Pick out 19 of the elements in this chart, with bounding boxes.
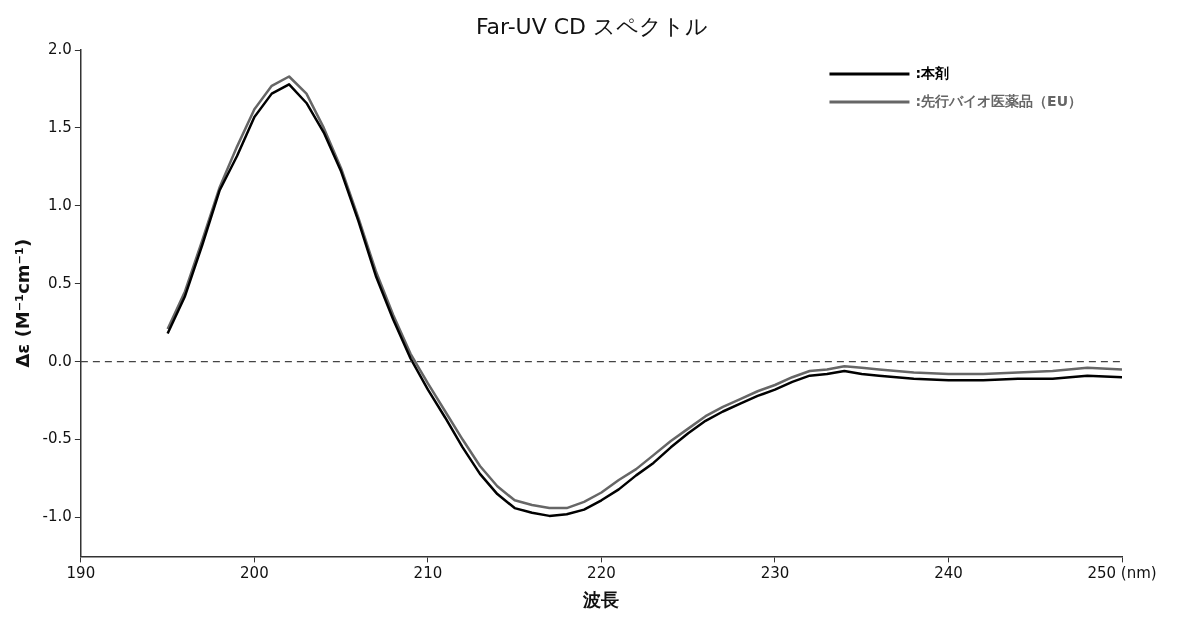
x-tick-label: 240: [934, 564, 963, 583]
x-tick-label: 230: [760, 564, 790, 583]
x-tick-label: 200: [240, 564, 269, 583]
x-tick-label: 190: [66, 564, 96, 583]
chart-title: Far-UV CD スペクトル: [475, 14, 709, 39]
y-tick-label: 2.0: [48, 39, 72, 58]
y-tick-label: -1.0: [42, 507, 72, 526]
y-tick-label: 1.5: [48, 117, 72, 136]
text: :本剤: [915, 64, 950, 81]
y-tick-label: -0.5: [42, 429, 72, 448]
x-tick-label: 220: [587, 564, 616, 583]
text: :先行バイオ医薬品（EU）: [915, 92, 1082, 109]
x-axis-title: 波長: [582, 588, 620, 610]
x-tick-label: 250 (nm): [1087, 564, 1157, 583]
y-tick-label: 1.0: [48, 195, 72, 214]
y-axis-title: Δε (M⁻¹cm⁻¹): [12, 238, 34, 368]
x-tick-label: 210: [413, 564, 443, 583]
y-tick-label: 0.5: [48, 273, 72, 292]
y-tick-label: 0.0: [48, 351, 72, 370]
